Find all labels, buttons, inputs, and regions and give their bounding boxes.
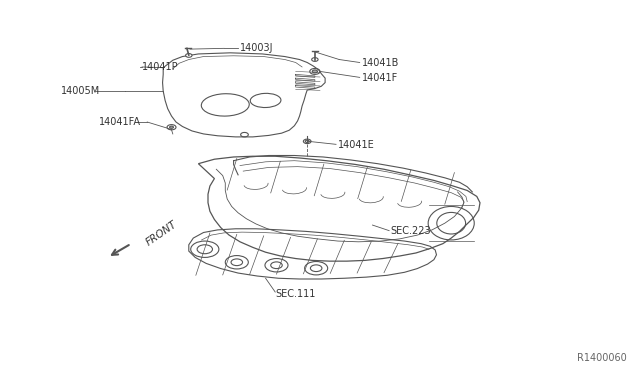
Circle shape bbox=[303, 139, 311, 144]
Text: SEC.111: SEC.111 bbox=[275, 289, 316, 299]
Text: 14041E: 14041E bbox=[338, 140, 374, 150]
Circle shape bbox=[312, 58, 318, 61]
Text: 14041FA: 14041FA bbox=[99, 117, 141, 127]
Text: 14041F: 14041F bbox=[362, 73, 398, 83]
Text: 14041B: 14041B bbox=[362, 58, 399, 68]
Text: FRONT: FRONT bbox=[144, 219, 179, 248]
Text: R1400060: R1400060 bbox=[577, 353, 627, 363]
Text: 14005M: 14005M bbox=[61, 86, 100, 96]
Text: 14003J: 14003J bbox=[240, 44, 273, 53]
Text: 14041P: 14041P bbox=[142, 62, 179, 72]
Circle shape bbox=[186, 54, 192, 57]
Circle shape bbox=[170, 126, 173, 128]
Text: SEC.223: SEC.223 bbox=[390, 227, 431, 236]
Circle shape bbox=[312, 70, 317, 73]
